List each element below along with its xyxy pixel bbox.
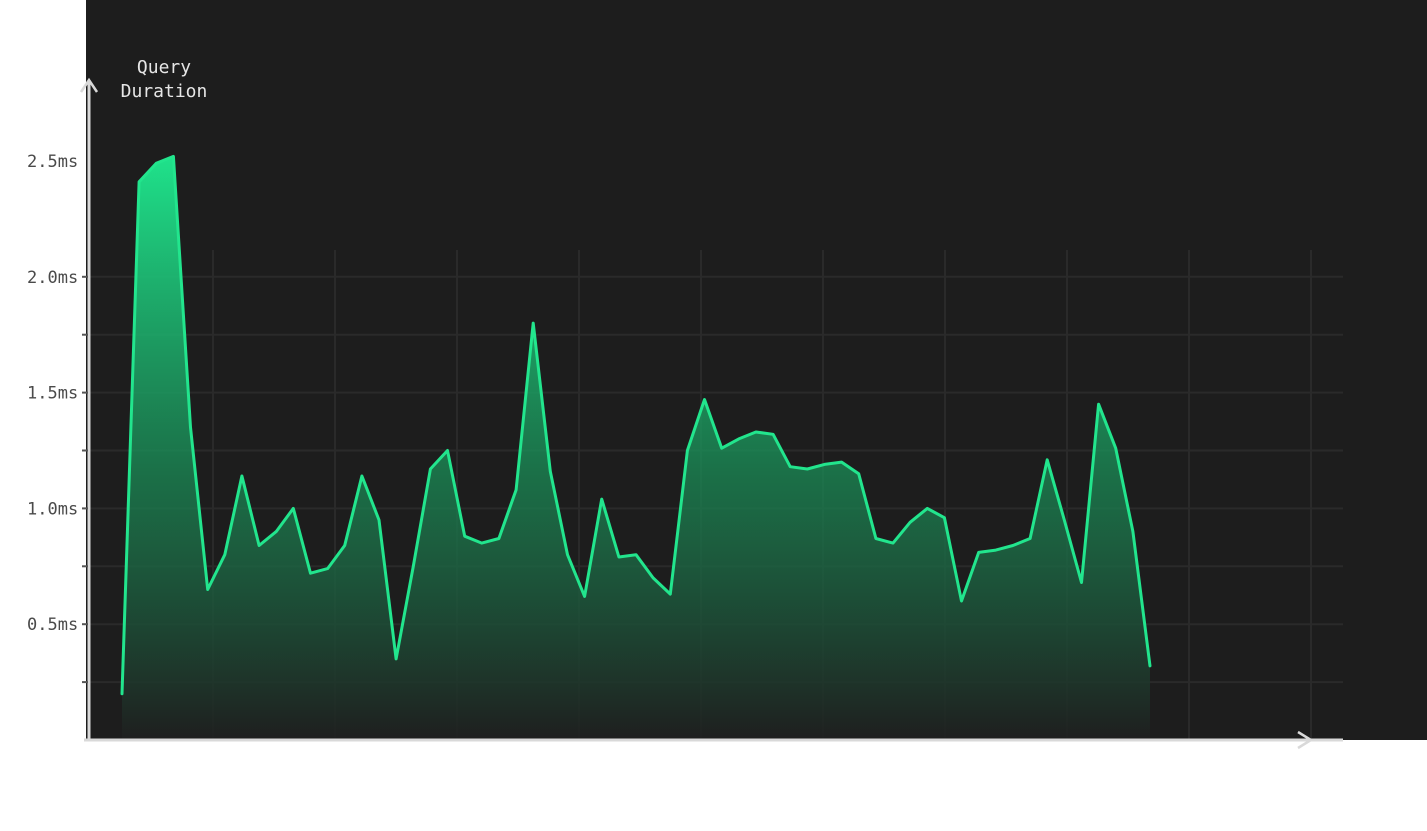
- y-axis-title: Query: [137, 57, 191, 78]
- y-tick-label: 1.5ms: [27, 384, 78, 404]
- tick-labels: 0.5ms 1.0ms 1.5ms 2.0ms 2.5ms: [27, 152, 78, 635]
- y-tick-label: 0.5ms: [27, 615, 78, 635]
- area-series: [120, 154, 1152, 740]
- x-axis-arrow-icon: [1297, 730, 1314, 750]
- series-area-fill: [122, 156, 1150, 740]
- axes: [79, 77, 1343, 750]
- y-tick-label: 1.0ms: [27, 499, 78, 519]
- y-axis-arrow-icon: [79, 77, 99, 93]
- series-line: [120, 154, 1152, 696]
- y-tick-label: 2.5ms: [27, 152, 78, 172]
- y-axis-title-line-2: Duration: [121, 81, 208, 102]
- y-tick-label: 2.0ms: [27, 268, 78, 288]
